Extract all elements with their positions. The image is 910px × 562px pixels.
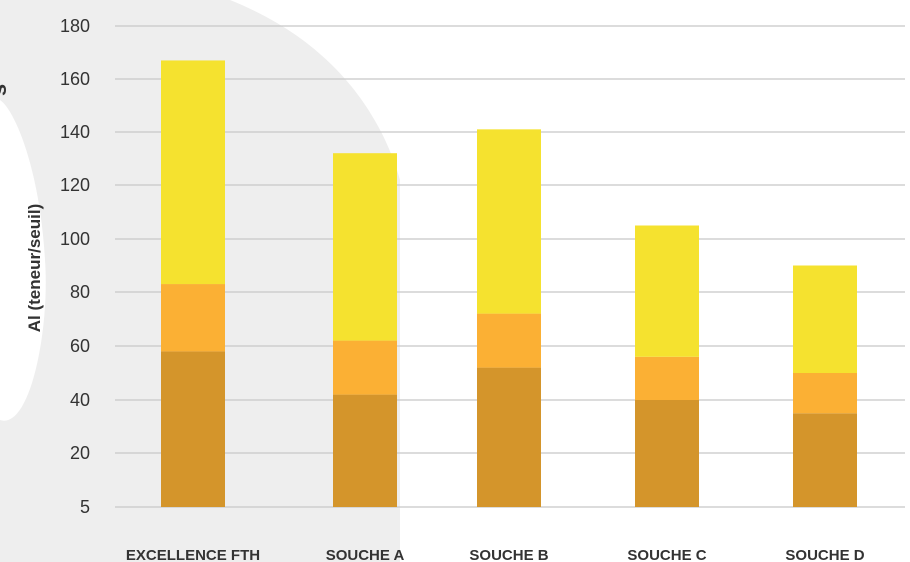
bar-segment-2: [477, 313, 541, 368]
bar-segment-2: [793, 373, 857, 414]
bar-segment-3: [477, 129, 541, 314]
y-tick-label: 20: [70, 443, 90, 463]
bar-segment-1: [477, 367, 541, 507]
y-tick-label: 5: [80, 497, 90, 517]
x-axis-categories: EXCELLENCE FTH SOUCHE A SOUCHE B SOUCHE C SO…: [126, 547, 865, 562]
bar-segment-1: [793, 413, 857, 507]
page-side-text: s: [0, 84, 11, 96]
x-category-label: EXCELLENCE FTH: [126, 547, 260, 562]
x-category-label: SOUCHE D: [785, 547, 864, 562]
y-axis-ticks: 5 20 40 60 80 100 120 140 160 180: [60, 16, 90, 517]
x-category-label: SOUCHE C: [627, 547, 706, 562]
y-tick-label: 80: [70, 282, 90, 302]
bar-segment-2: [333, 340, 397, 395]
bar-segment-3: [333, 153, 397, 341]
y-tick-label: 40: [70, 390, 90, 410]
y-axis-title: Al (teneur/seuil): [25, 204, 44, 332]
x-category-label: SOUCHE B: [469, 547, 548, 562]
bar-segment-3: [635, 225, 699, 357]
bar-segment-3: [793, 265, 857, 373]
x-category-label: SOUCHE A: [326, 547, 405, 562]
bars: [161, 60, 857, 507]
bar-segment-2: [161, 284, 225, 352]
bar-segment-2: [635, 356, 699, 400]
y-tick-label: 100: [60, 229, 90, 249]
y-tick-label: 140: [60, 122, 90, 142]
y-tick-label: 60: [70, 336, 90, 356]
y-tick-label: 180: [60, 16, 90, 36]
y-tick-label: 120: [60, 175, 90, 195]
bar-segment-3: [161, 60, 225, 285]
bar-segment-1: [635, 400, 699, 507]
bar-segment-1: [333, 394, 397, 507]
bar-segment-1: [161, 351, 225, 507]
y-tick-label: 160: [60, 69, 90, 89]
